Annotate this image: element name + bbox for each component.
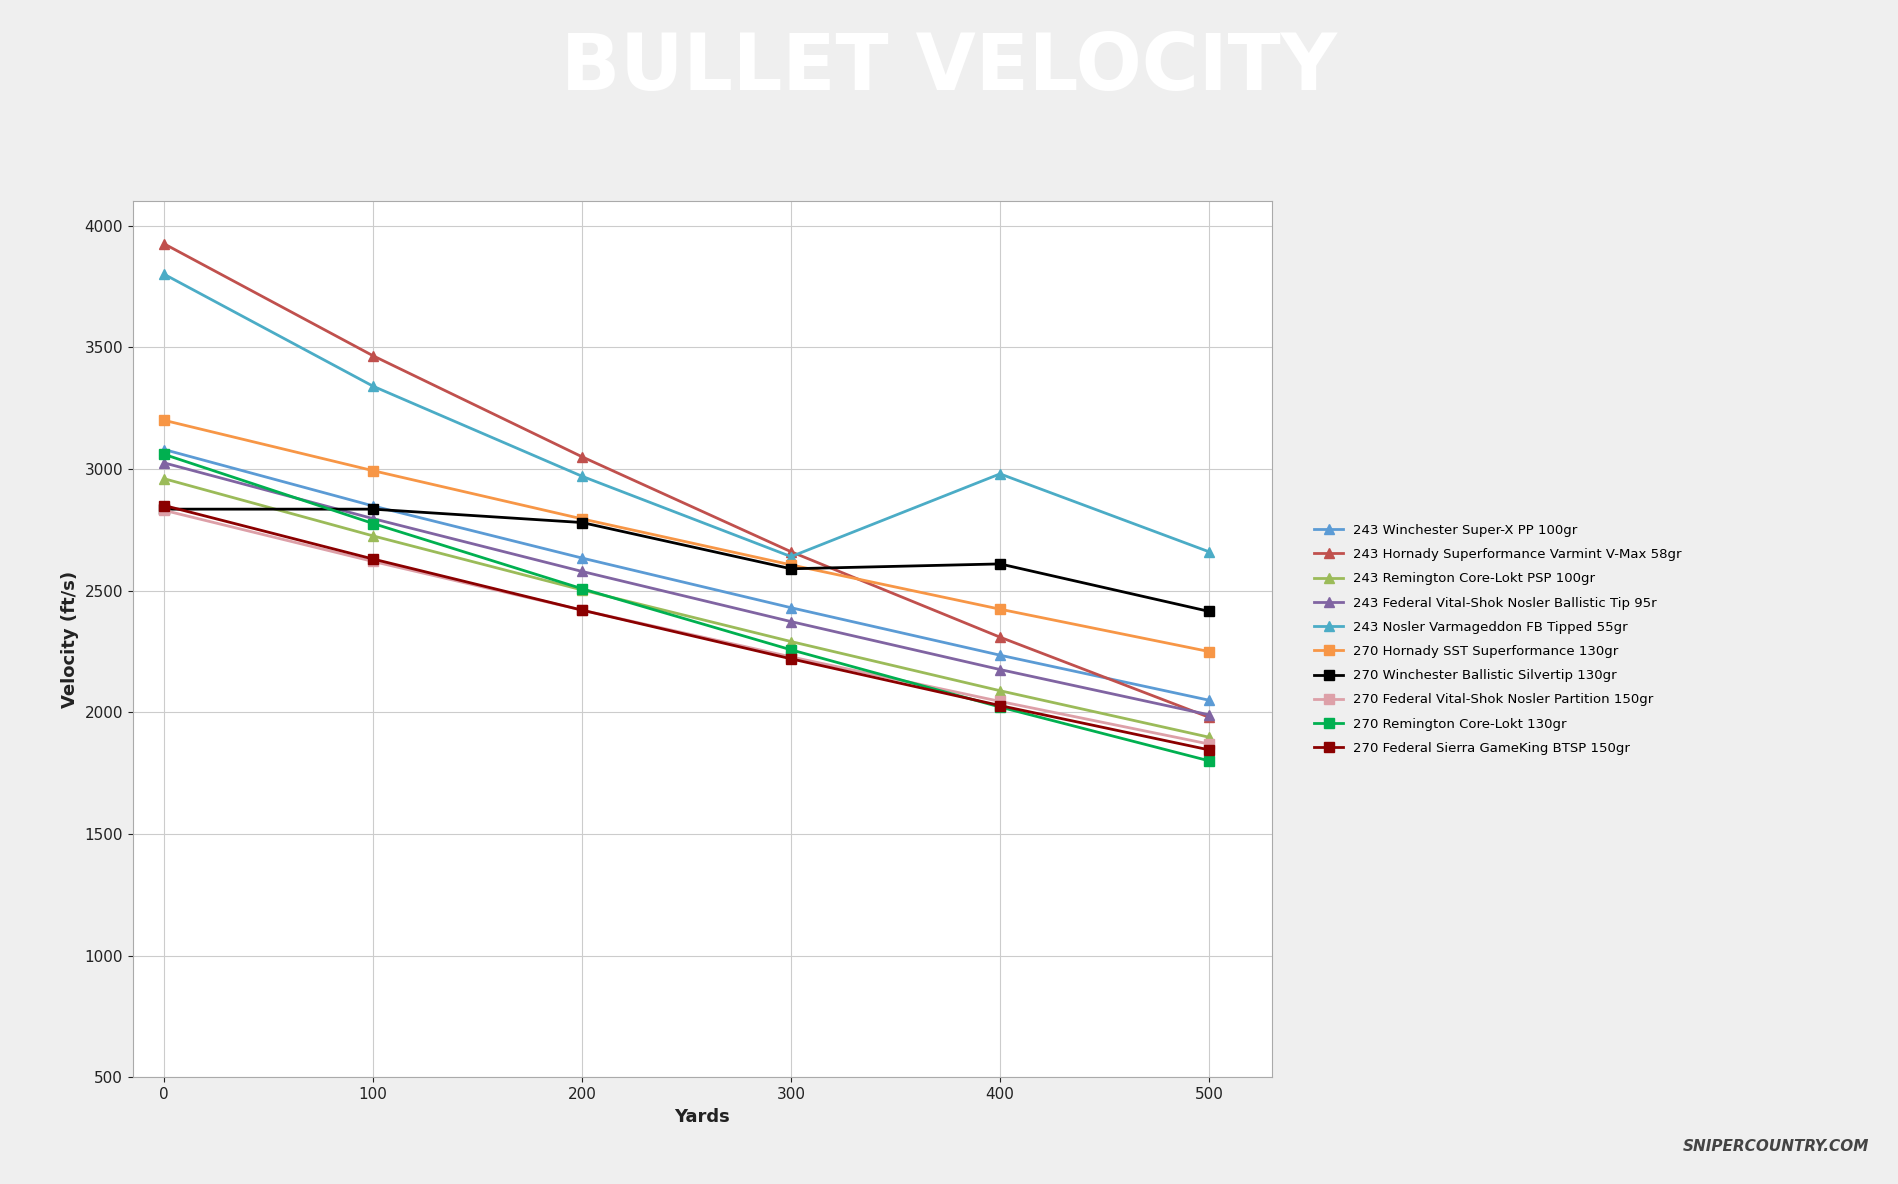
270 Remington Core-Lokt 130gr [363,516,385,530]
243 Nosler Varmageddon FB Tipped 55gr [571,469,594,483]
243 Remington Core-Lokt PSP 100gr [571,583,594,597]
243 Federal Vital-Shok Nosler Ballistic Tip 95r [363,511,385,526]
Line: 243 Nosler Varmageddon FB Tipped 55gr: 243 Nosler Varmageddon FB Tipped 55gr [159,270,1215,561]
243 Hornady Superformance Varmint V-Max 58gr [363,349,385,363]
243 Winchester Super-X PP 100gr [571,551,594,565]
270 Remington Core-Lokt 130gr [989,700,1012,714]
243 Hornady Superformance Varmint V-Max 58gr [780,545,803,559]
Line: 270 Winchester Ballistic Silvertip 130gr: 270 Winchester Ballistic Silvertip 130gr [159,504,1215,616]
270 Remington Core-Lokt 130gr [1198,754,1220,768]
270 Winchester Ballistic Silvertip 130gr [571,515,594,529]
Line: 243 Remington Core-Lokt PSP 100gr: 243 Remington Core-Lokt PSP 100gr [159,474,1215,742]
243 Federal Vital-Shok Nosler Ballistic Tip 95r [154,456,177,470]
Y-axis label: Velocity (ft/s): Velocity (ft/s) [61,571,80,708]
270 Hornady SST Superformance 130gr [154,413,177,427]
243 Hornady Superformance Varmint V-Max 58gr [571,450,594,464]
243 Federal Vital-Shok Nosler Ballistic Tip 95r [780,614,803,629]
243 Hornady Superformance Varmint V-Max 58gr [1198,710,1220,725]
270 Remington Core-Lokt 130gr [780,643,803,657]
270 Federal Sierra GameKing BTSP 150gr [989,699,1012,713]
270 Federal Vital-Shok Nosler Partition 150gr [363,554,385,568]
243 Hornady Superformance Varmint V-Max 58gr [989,630,1012,644]
Line: 270 Federal Sierra GameKing BTSP 150gr: 270 Federal Sierra GameKing BTSP 150gr [159,501,1215,754]
243 Nosler Varmageddon FB Tipped 55gr [1198,545,1220,559]
270 Remington Core-Lokt 130gr [154,448,177,462]
270 Hornady SST Superformance 130gr [363,464,385,478]
Line: 270 Federal Vital-Shok Nosler Partition 150gr: 270 Federal Vital-Shok Nosler Partition … [159,506,1215,748]
Line: 243 Federal Vital-Shok Nosler Ballistic Tip 95r: 243 Federal Vital-Shok Nosler Ballistic … [159,458,1215,720]
243 Federal Vital-Shok Nosler Ballistic Tip 95r [989,662,1012,676]
243 Winchester Super-X PP 100gr [1198,693,1220,707]
270 Winchester Ballistic Silvertip 130gr [780,561,803,575]
270 Hornady SST Superformance 130gr [989,603,1012,617]
243 Remington Core-Lokt PSP 100gr [989,683,1012,697]
Text: BULLET VELOCITY: BULLET VELOCITY [562,30,1336,107]
270 Federal Vital-Shok Nosler Partition 150gr [1198,736,1220,751]
243 Nosler Varmageddon FB Tipped 55gr [363,379,385,393]
243 Remington Core-Lokt PSP 100gr [1198,731,1220,745]
270 Hornady SST Superformance 130gr [1198,644,1220,658]
243 Nosler Varmageddon FB Tipped 55gr [989,466,1012,481]
243 Nosler Varmageddon FB Tipped 55gr [780,549,803,564]
243 Nosler Varmageddon FB Tipped 55gr [154,268,177,282]
270 Federal Vital-Shok Nosler Partition 150gr [780,650,803,664]
243 Winchester Super-X PP 100gr [780,600,803,614]
270 Winchester Ballistic Silvertip 130gr [363,502,385,516]
Line: 243 Winchester Super-X PP 100gr: 243 Winchester Super-X PP 100gr [159,445,1215,704]
X-axis label: Yards: Yards [674,1108,731,1126]
270 Federal Vital-Shok Nosler Partition 150gr [571,603,594,617]
270 Hornady SST Superformance 130gr [780,558,803,572]
270 Winchester Ballistic Silvertip 130gr [154,502,177,516]
243 Federal Vital-Shok Nosler Ballistic Tip 95r [1198,708,1220,722]
Legend: 243 Winchester Super-X PP 100gr, 243 Hornady Superformance Varmint V-Max 58gr, 2: 243 Winchester Super-X PP 100gr, 243 Hor… [1310,519,1685,760]
Line: 270 Hornady SST Superformance 130gr: 270 Hornady SST Superformance 130gr [159,416,1215,656]
Text: SNIPERCOUNTRY.COM: SNIPERCOUNTRY.COM [1684,1139,1870,1154]
Line: 243 Hornady Superformance Varmint V-Max 58gr: 243 Hornady Superformance Varmint V-Max … [159,239,1215,722]
270 Federal Sierra GameKing BTSP 150gr [571,603,594,617]
Line: 270 Remington Core-Lokt 130gr: 270 Remington Core-Lokt 130gr [159,450,1215,766]
270 Federal Sierra GameKing BTSP 150gr [780,651,803,665]
243 Remington Core-Lokt PSP 100gr [780,635,803,649]
270 Winchester Ballistic Silvertip 130gr [989,556,1012,571]
270 Federal Sierra GameKing BTSP 150gr [154,498,177,513]
243 Hornady Superformance Varmint V-Max 58gr [154,237,177,251]
243 Winchester Super-X PP 100gr [363,498,385,513]
243 Remington Core-Lokt PSP 100gr [154,471,177,485]
270 Federal Sierra GameKing BTSP 150gr [363,552,385,566]
270 Hornady SST Superformance 130gr [571,511,594,526]
243 Remington Core-Lokt PSP 100gr [363,529,385,543]
270 Remington Core-Lokt 130gr [571,581,594,596]
270 Federal Sierra GameKing BTSP 150gr [1198,742,1220,757]
243 Winchester Super-X PP 100gr [154,443,177,457]
270 Federal Vital-Shok Nosler Partition 150gr [989,694,1012,708]
270 Winchester Ballistic Silvertip 130gr [1198,604,1220,618]
270 Federal Vital-Shok Nosler Partition 150gr [154,503,177,517]
243 Winchester Super-X PP 100gr [989,648,1012,662]
243 Federal Vital-Shok Nosler Ballistic Tip 95r [571,565,594,579]
